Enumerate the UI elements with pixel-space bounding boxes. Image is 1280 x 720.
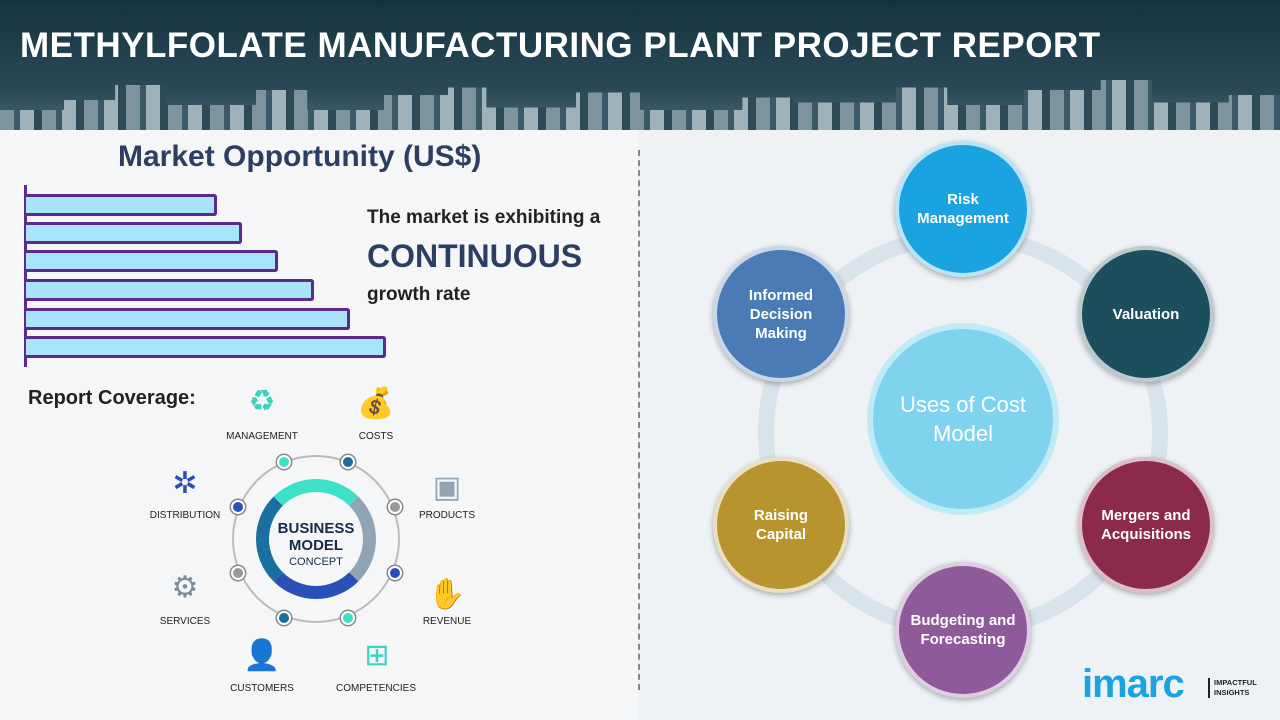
ring-dot: [341, 455, 355, 469]
imarc-logo: imarc: [1082, 662, 1185, 706]
coverage-competencies: COMPETENCIES: [335, 683, 416, 694]
business-model-outer-ring: [232, 455, 400, 623]
lightbulb-cycle-icon: ♻: [248, 385, 276, 418]
ring-dot: [231, 566, 245, 580]
bm-line1: BUSINESS: [277, 520, 355, 537]
use-node: Mergers and Acquisitions: [1078, 457, 1214, 593]
use-node: Informed Decision Making: [713, 246, 849, 382]
ring-dot: [277, 611, 291, 625]
box-icon: ▣: [432, 471, 462, 504]
market-bar: [26, 222, 242, 244]
market-title: Market Opportunity (US$): [118, 140, 482, 173]
skyline-graphic: [0, 80, 1280, 130]
header-banner: METHYLFOLATE MANUFACTURING PLANT PROJECT…: [0, 0, 1280, 130]
market-bar: [26, 279, 314, 301]
market-bar: [26, 336, 386, 358]
market-bar: [26, 308, 350, 330]
coverage-costs: COSTS: [358, 431, 394, 442]
network-icon: ✲: [172, 467, 198, 500]
use-node: Budgeting and Forecasting: [895, 562, 1031, 698]
bm-line2: MODEL: [288, 537, 344, 554]
bm-line3: CONCEPT: [289, 556, 343, 568]
ring-dot: [341, 611, 355, 625]
coverage-services: SERVICES: [159, 616, 211, 627]
ring-dot: [277, 455, 291, 469]
report-coverage-label: Report Coverage:: [28, 387, 196, 409]
coverage-management: MANAGEMENT: [226, 431, 298, 442]
uses-center: Uses of Cost Model: [867, 323, 1059, 515]
ring-dot: [388, 500, 402, 514]
hand-coins-icon: ✋: [428, 578, 466, 611]
page-title: METHYLFOLATE MANUFACTURING PLANT PROJECT…: [20, 26, 1101, 65]
market-text-3: growth rate: [367, 284, 471, 305]
market-bar: [26, 194, 217, 216]
tagline-1: IMPACTFUL: [1214, 678, 1257, 687]
hierarchy-icon: ⊞: [364, 639, 390, 672]
business-model-text: BUSINESS MODEL CONCEPT: [232, 520, 400, 571]
use-node: Risk Management: [895, 141, 1031, 277]
market-text-continuous: CONTINUOUS: [367, 238, 583, 274]
tagline-2: INSIGHTS: [1214, 688, 1250, 697]
money-bag-icon: 💰: [357, 387, 395, 420]
customer-icon: 👤: [243, 639, 281, 672]
bar-axis: [24, 185, 27, 367]
use-node: Raising Capital: [713, 457, 849, 593]
coverage-products: PRODUCTS: [418, 510, 476, 521]
coverage-customers: CUSTOMERS: [230, 683, 294, 694]
use-node: Valuation: [1078, 246, 1214, 382]
gears-icon: ⚙: [171, 571, 199, 604]
logo-tagline: IMPACTFUL INSIGHTS: [1208, 678, 1257, 698]
ring-dot: [388, 566, 402, 580]
divider: [638, 150, 640, 690]
market-text-1: The market is exhibiting a: [367, 207, 601, 228]
coverage-revenue: REVENUE: [422, 616, 472, 627]
coverage-distribution: DISTRIBUTION: [149, 510, 221, 521]
market-bar: [26, 250, 278, 272]
ring-dot: [231, 500, 245, 514]
